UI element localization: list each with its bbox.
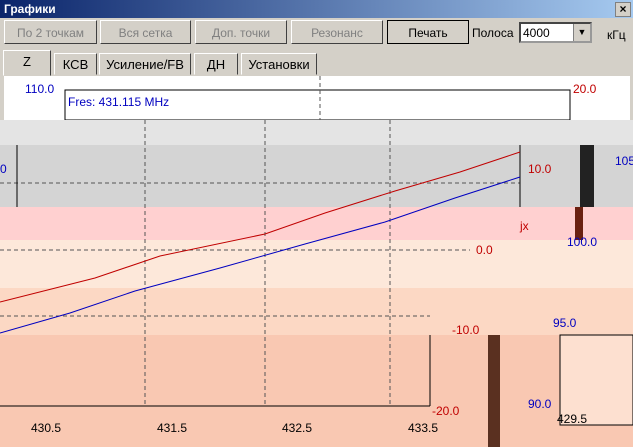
button[interactable]: Печать: [387, 20, 469, 44]
artifact: [580, 145, 594, 207]
axis-label: 20.0: [573, 82, 597, 96]
bandwidth-value: 4000: [523, 26, 550, 40]
x-tick-label: 430.5: [31, 421, 61, 435]
band: [0, 288, 633, 335]
tab[interactable]: Установки: [241, 53, 317, 75]
band: [0, 207, 633, 240]
axis-label: 10.0: [528, 162, 552, 176]
window-title: Графики: [4, 2, 56, 16]
tab[interactable]: Z: [3, 50, 51, 76]
axis-label: 0: [0, 162, 7, 176]
tab[interactable]: Усиление/FB: [99, 53, 191, 75]
plot-area: 110.0 20.0 Fres: 431.115 MHz 0 10.0 105 …: [0, 76, 633, 447]
plot-frame: [64, 89, 571, 121]
artifact: [575, 207, 583, 240]
button[interactable]: Доп. точки: [195, 20, 287, 44]
axis-label: -20.0: [432, 404, 460, 418]
title-bar: Графики ×: [0, 0, 633, 18]
grid: [0, 76, 520, 406]
axis-label: -10.0: [452, 323, 480, 337]
band: [0, 335, 633, 447]
axis-label: 95.0: [553, 316, 577, 330]
x-tick-label: 432.5: [282, 421, 312, 435]
close-button[interactable]: ×: [615, 2, 631, 17]
bandwidth-select[interactable]: 4000 ▼: [519, 22, 592, 43]
axis-label: 110.0: [25, 82, 54, 96]
dropdown-arrow[interactable]: ▼: [573, 24, 590, 41]
axis-label: 90.0: [528, 397, 552, 411]
resistance-line: [0, 176, 521, 334]
x-tick-label: 431.5: [157, 421, 187, 435]
axis-label: 0.0: [476, 243, 493, 257]
band: [0, 145, 633, 207]
x-tick-label: 433.5: [408, 421, 438, 435]
reactance-line: [0, 151, 521, 303]
fres-label: Fres: 431.115 MHz: [68, 95, 169, 109]
band: [0, 120, 633, 145]
button[interactable]: По 2 точкам: [4, 20, 97, 44]
inset-plot: [559, 334, 633, 426]
button[interactable]: Вся сетка: [100, 20, 191, 44]
tab[interactable]: КСВ: [54, 53, 97, 75]
bandwidth-label: Полоса: [472, 26, 514, 40]
axis-label: 100.0: [567, 235, 597, 249]
artifact: [488, 335, 500, 447]
axis-label: 105: [615, 154, 633, 168]
unit-label: кГц: [607, 28, 626, 42]
axis-label: 429.5: [557, 412, 587, 426]
band: [0, 240, 633, 288]
axis-label: jx: [519, 219, 529, 233]
button[interactable]: Резонанс: [291, 20, 383, 44]
tab[interactable]: ДН: [194, 53, 238, 75]
